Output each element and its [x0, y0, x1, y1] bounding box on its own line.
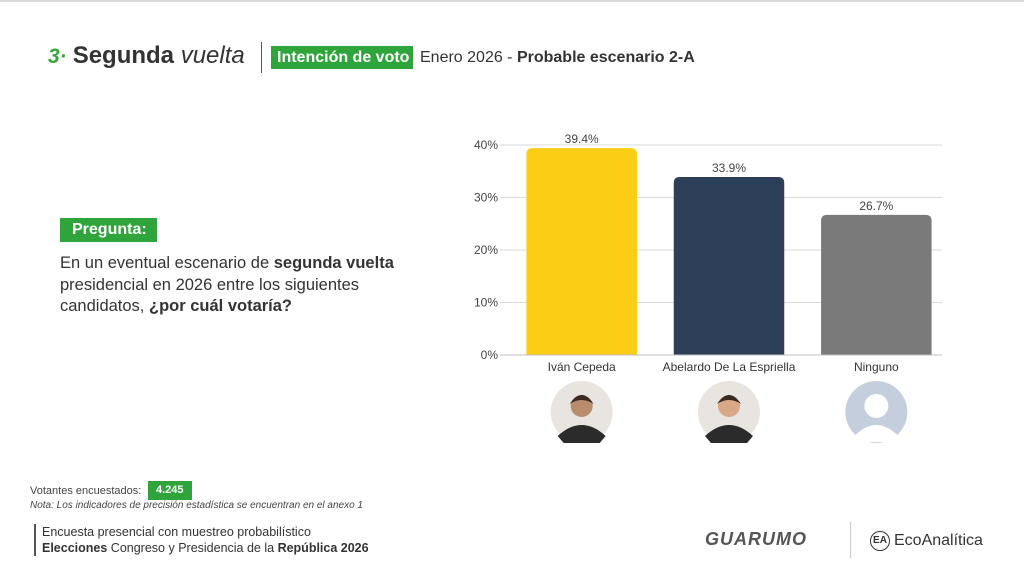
y-tick-label: 0% [481, 348, 499, 362]
section-number: 3· [48, 45, 67, 68]
subtitle-scenario: Probable escenario 2-A [516, 49, 695, 66]
x-tick-label: Iván Cepeda [548, 360, 616, 374]
sample-note: Nota: Los indicadores de precisión estad… [30, 500, 363, 511]
footer-divider [34, 524, 36, 556]
title-bold: Segunda [72, 42, 175, 69]
footer-bold: Elecciones [42, 541, 108, 555]
x-tick-label: Abelardo De La Espriella [663, 360, 796, 374]
question-label: Pregunta: [60, 218, 157, 242]
logo-icon: EA [870, 531, 890, 551]
logo: GUARUMO [705, 529, 807, 549]
title-italic: vuelta [180, 42, 245, 69]
logo-divider [850, 522, 851, 558]
sample-value: 4.245 [148, 481, 192, 500]
y-tick-label: 30% [474, 191, 498, 205]
value-label: 33.9% [712, 161, 746, 175]
x-tick-label: Ninguno [854, 360, 899, 374]
sample-label: Votantes encuestados: [30, 485, 142, 497]
question-part: En un eventual escenario de [60, 254, 274, 272]
photo-body [557, 425, 606, 443]
photo-hair [717, 395, 741, 404]
value-label: 26.7% [859, 199, 893, 213]
footer-part: Congreso y Presidencia de la [107, 541, 278, 555]
question-part: presidencial en 2026 entre los siguiente… [60, 275, 360, 316]
question-bold: ¿por cuál votaría? [148, 297, 293, 315]
placeholder-head [864, 394, 889, 418]
subtitle: Enero 2026 - Probable escenario 2-A [420, 48, 695, 68]
placeholder-body [854, 425, 899, 442]
y-tick-label: 40% [474, 138, 498, 152]
section-title: 3· Segunda vuelta [48, 42, 245, 70]
subtitle-date: Enero 2026 - [420, 49, 517, 66]
logo-text: EcoAnalítica [894, 532, 983, 550]
divider [261, 42, 262, 73]
footer-line: Encuesta presencial con muestreo probabi… [42, 525, 311, 539]
topic-tag: Intención de voto [271, 46, 414, 69]
top-border [0, 0, 1024, 2]
value-label: 39.4% [565, 132, 599, 146]
y-tick-label: 20% [474, 243, 498, 257]
photo-hair [569, 395, 594, 404]
y-tick-label: 10% [474, 296, 498, 310]
question-bold: segunda vuelta [273, 254, 394, 272]
footer-line: Elecciones Congreso y Presidencia de la … [42, 541, 369, 555]
question-text: En un eventual escenario de segunda vuel… [60, 253, 420, 318]
photo-body [705, 425, 753, 443]
logo: EA EcoAnalítica [870, 531, 983, 551]
bar [821, 214, 932, 355]
bar [673, 177, 785, 355]
bar [526, 148, 637, 355]
footer-bold: República 2026 [277, 541, 369, 555]
